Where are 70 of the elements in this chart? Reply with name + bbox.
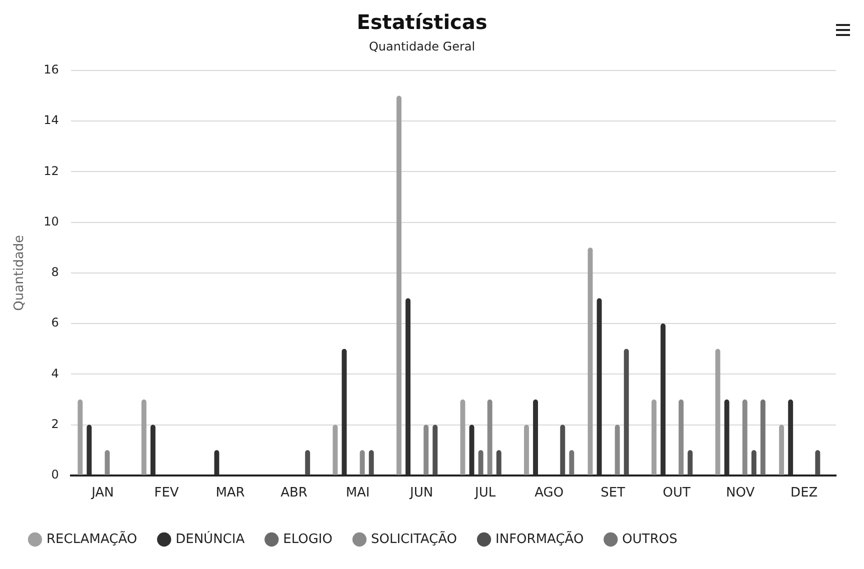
bar (104, 450, 110, 475)
y-tick-label: 10 (44, 214, 59, 228)
x-tick-label: ABR (280, 486, 308, 501)
x-tick-label: NOV (726, 486, 755, 501)
x-tick-label: JUN (409, 486, 434, 501)
y-tick-label: 12 (44, 164, 59, 178)
bar (150, 424, 156, 475)
bar (524, 424, 529, 475)
bar (596, 298, 602, 475)
legend-label: SOLICITAÇÃO (370, 530, 458, 547)
bar (487, 399, 492, 475)
bar (396, 96, 402, 475)
legend-label: ELOGIO (283, 532, 332, 547)
bar (724, 399, 730, 475)
bar (779, 424, 784, 475)
y-tick-label: 6 (51, 316, 59, 330)
y-tick-label: 0 (51, 468, 59, 482)
bar (460, 399, 466, 475)
x-tick-label: MAI (346, 486, 370, 501)
y-tick-label: 16 (44, 62, 59, 77)
legend-label: OUTROS (622, 532, 678, 547)
bar (788, 399, 794, 475)
x-tick-label: JUL (474, 486, 496, 501)
bar (432, 424, 438, 475)
bar (86, 424, 92, 475)
bar (660, 324, 666, 475)
bar (342, 348, 347, 475)
x-tick-label: DEZ (790, 486, 818, 501)
bar (715, 348, 720, 475)
y-tick-label: 4 (51, 366, 59, 380)
bar (469, 424, 474, 475)
bar (760, 399, 766, 475)
chart-title: Estatísticas (356, 10, 488, 34)
bar (688, 450, 693, 475)
x-tick-label: MAR (216, 486, 245, 501)
x-tick-label: SET (600, 486, 626, 501)
x-tick-label: AGO (534, 486, 564, 501)
y-tick-label: 14 (44, 113, 59, 128)
x-tick-label: JAN (90, 486, 114, 501)
bar (533, 399, 538, 475)
bar (496, 450, 502, 475)
bar (624, 348, 629, 475)
bar (652, 399, 656, 475)
y-tick-label: 8 (51, 265, 59, 280)
bar (332, 424, 338, 475)
chart-subtitle: Quantidade Geral (368, 39, 476, 54)
legend-label: RECLAMAÇÃO (46, 530, 138, 547)
bar (478, 450, 484, 475)
y-axis-title: Quantidade (12, 234, 28, 311)
bar (141, 399, 146, 475)
bar (78, 399, 83, 475)
bar (368, 450, 374, 475)
bar (815, 450, 820, 475)
bar (305, 450, 310, 475)
x-tick-label: FEV (154, 486, 179, 501)
bar (569, 450, 574, 475)
bar (588, 248, 593, 475)
bar (678, 399, 684, 475)
bar (406, 298, 410, 475)
y-tick-label: 2 (51, 416, 59, 431)
bar (360, 450, 365, 475)
legend-label: DENÚNCIA (176, 530, 245, 547)
bar (214, 450, 220, 475)
bar (742, 399, 748, 475)
legend-label: INFORMAÇÃO (496, 530, 584, 547)
bar (424, 424, 429, 475)
bar (614, 424, 620, 475)
bar (560, 424, 566, 475)
x-tick-label: OUT (662, 486, 690, 501)
bar (751, 450, 756, 475)
